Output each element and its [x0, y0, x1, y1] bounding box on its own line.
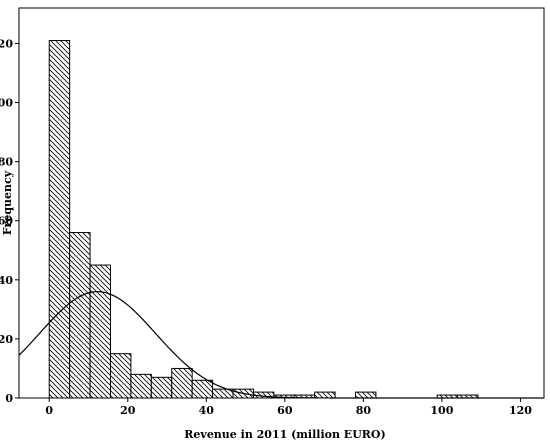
histogram-bar [150, 376, 173, 399]
histogram-bar [171, 367, 193, 399]
histogram-bar [130, 373, 152, 399]
y-tick-label: 20 [0, 333, 13, 346]
histogram-bars [48, 40, 479, 399]
x-tick-label: 80 [356, 404, 372, 417]
y-tick-label: 40 [0, 274, 13, 287]
y-tick-label: 60 [0, 215, 13, 228]
y-tick-label: 0 [5, 392, 13, 405]
x-tick-label: 0 [45, 404, 53, 417]
y-tick-label: 80 [0, 156, 13, 169]
x-tick-label: 120 [509, 404, 532, 417]
histogram-bar [355, 391, 377, 399]
histogram-bar [109, 353, 132, 399]
x-axis-title: Revenue in 2011 (million EURO) [184, 428, 385, 441]
x-tick-label: 20 [120, 404, 136, 417]
histogram-bar [48, 40, 71, 399]
y-tick-label: 120 [0, 37, 13, 50]
y-axis-title: Frequency [1, 170, 14, 235]
x-tick-label: 60 [277, 404, 293, 417]
normal-curve [18, 291, 544, 399]
histogram-bar [89, 264, 111, 399]
histogram-bar [69, 232, 91, 399]
y-axis-ticks: 0 20 40 60 80 100 120 [0, 37, 19, 405]
x-axis-ticks: 0 20 40 60 80 100 120 [45, 398, 532, 417]
x-tick-label: 100 [430, 404, 453, 417]
histogram-bar [191, 379, 214, 399]
histogram-bar [314, 391, 336, 399]
x-tick-label: 40 [199, 404, 215, 417]
y-tick-label: 100 [0, 97, 13, 110]
